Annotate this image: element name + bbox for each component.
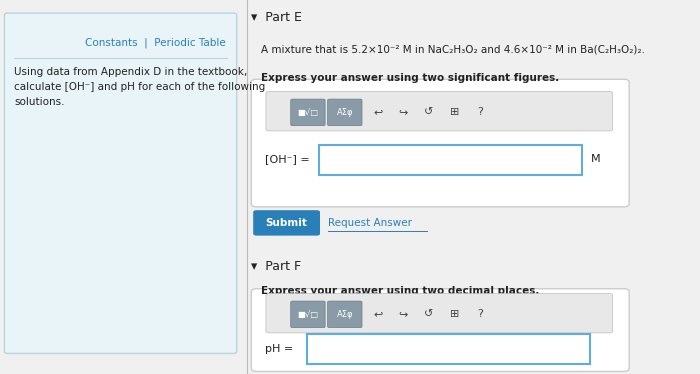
Text: ■√□: ■√□ [298, 310, 318, 319]
Text: ■√□: ■√□ [298, 108, 318, 117]
Text: Using data from Appendix D in the textbook,
calculate [OH⁻] and pH for each of t: Using data from Appendix D in the textbo… [14, 67, 265, 107]
Text: ?: ? [477, 309, 482, 319]
Text: ↺: ↺ [424, 309, 433, 319]
Text: ?: ? [477, 107, 482, 117]
Text: Request Answer: Request Answer [328, 218, 412, 228]
FancyBboxPatch shape [253, 210, 320, 236]
Text: M: M [590, 154, 600, 164]
FancyBboxPatch shape [251, 289, 629, 371]
FancyBboxPatch shape [266, 92, 612, 131]
FancyBboxPatch shape [328, 99, 362, 126]
Text: pH =: pH = [265, 344, 293, 354]
Text: Constants  |  Periodic Table: Constants | Periodic Table [85, 37, 226, 48]
Text: ▾  Part F: ▾ Part F [251, 260, 302, 273]
Text: AΣφ: AΣφ [337, 108, 353, 117]
FancyBboxPatch shape [251, 79, 629, 207]
Text: ▾  Part E: ▾ Part E [251, 11, 302, 24]
FancyBboxPatch shape [266, 294, 612, 333]
FancyBboxPatch shape [290, 99, 325, 126]
FancyBboxPatch shape [4, 13, 237, 353]
FancyBboxPatch shape [328, 301, 362, 328]
Text: ↩: ↩ [373, 309, 383, 319]
Text: [OH⁻] =: [OH⁻] = [265, 154, 310, 164]
Text: AΣφ: AΣφ [337, 310, 353, 319]
Text: ⊞: ⊞ [449, 107, 459, 117]
Text: Express your answer using two significant figures.: Express your answer using two significan… [261, 73, 559, 83]
Text: ↪: ↪ [399, 107, 408, 117]
FancyBboxPatch shape [307, 334, 590, 364]
Text: ⊞: ⊞ [449, 309, 459, 319]
Text: ↪: ↪ [399, 309, 408, 319]
Text: Express your answer using two decimal places.: Express your answer using two decimal pl… [261, 286, 539, 296]
Text: Submit: Submit [266, 218, 307, 228]
Text: ↩: ↩ [373, 107, 383, 117]
Text: A mixture that is 5.2×10⁻² M in NaC₂H₃O₂ and 4.6×10⁻² M in Ba(C₂H₃O₂)₂.: A mixture that is 5.2×10⁻² M in NaC₂H₃O₂… [261, 45, 645, 55]
FancyBboxPatch shape [290, 301, 325, 328]
Text: ↺: ↺ [424, 107, 433, 117]
FancyBboxPatch shape [318, 145, 582, 175]
